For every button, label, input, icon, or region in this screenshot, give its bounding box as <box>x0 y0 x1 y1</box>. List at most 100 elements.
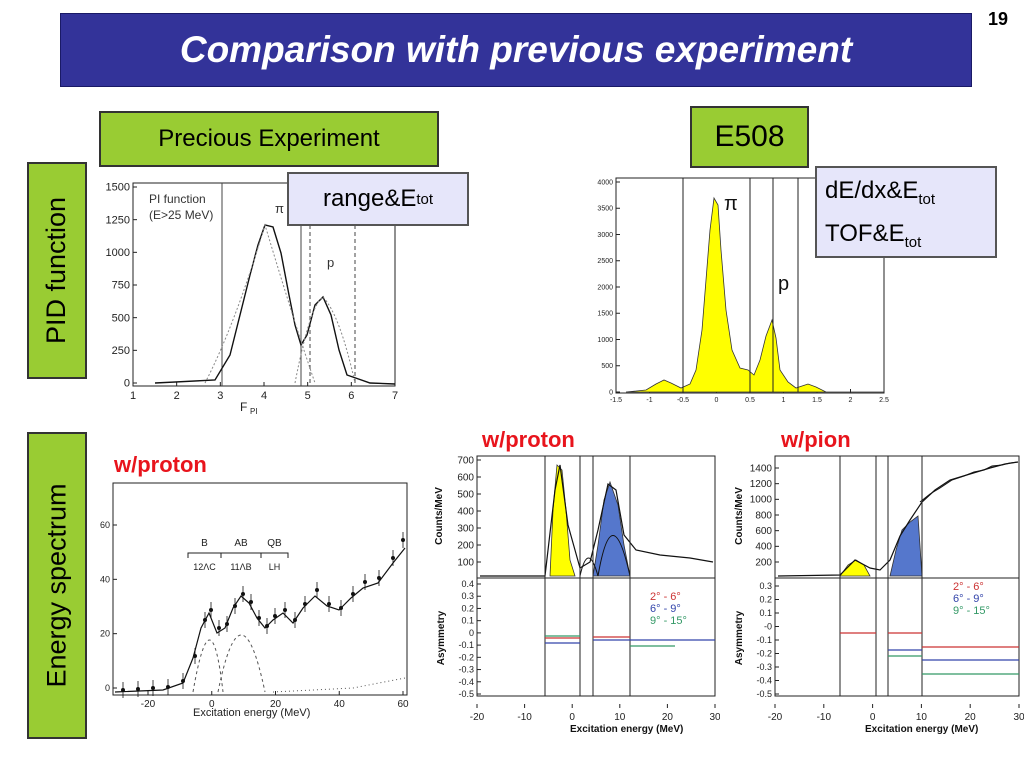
y-tick-label: -0.3 <box>756 662 772 672</box>
y-tick-label: 1250 <box>106 214 130 226</box>
slide-title: Comparison with previous experiment <box>179 29 853 70</box>
y-tick-label: 2000 <box>597 284 613 291</box>
prev-pid-legend-1: PI function <box>149 192 206 206</box>
y-tick-label: 1000 <box>750 495 773 506</box>
prev-energy-background <box>272 677 406 693</box>
region-label: B <box>201 538 208 549</box>
x-tick-label: -20 <box>768 712 783 723</box>
y-tick-label: 500 <box>112 312 130 324</box>
y-tick-label: 600 <box>755 526 772 537</box>
y-tick-label: 500 <box>457 489 474 500</box>
prev-energy-fit <box>114 547 406 693</box>
x-tick-label: 40 <box>334 699 346 710</box>
y-tick-label: 0 <box>469 628 474 638</box>
pion-legend-1: 2° - 6° <box>953 581 984 593</box>
proton-ylabel-bottom: Asymmetry <box>436 610 447 665</box>
x-tick-label: -1.5 <box>610 397 622 404</box>
x-tick-label: 30 <box>1013 712 1024 723</box>
tof-line: TOF&Etot <box>825 219 922 251</box>
y-tick-label: 400 <box>457 506 474 517</box>
y-tick-label: 20 <box>100 629 110 639</box>
dedx-line: dE/dx&Etot <box>825 177 936 208</box>
y-tick-label: 0.2 <box>461 603 474 613</box>
y-tick-label: 400 <box>755 542 772 553</box>
y-tick-label: 0 <box>609 389 613 396</box>
y-tick-label: 600 <box>457 472 474 483</box>
energy-spectrum-label: Energy spectrum <box>27 432 87 739</box>
y-tick-label: -0.2 <box>458 652 474 662</box>
pion-asym-frame <box>774 577 1020 697</box>
title-bar: Comparison with previous experiment <box>60 13 972 87</box>
prev-energy-peak-2 <box>217 634 266 693</box>
y-tick-label: 60 <box>100 520 110 530</box>
prev-energy-frame <box>112 482 408 696</box>
x-tick-label: 10 <box>916 712 928 723</box>
x-tick-label: 7 <box>392 390 398 402</box>
prev-energy-regions: B 12ΛC AB 11ΛB QB LH <box>187 538 289 572</box>
y-tick-label: -0.4 <box>458 677 474 687</box>
e508-pid-pi-label: π <box>724 193 738 215</box>
region-label: QB <box>267 538 282 549</box>
y-tick-label: 200 <box>457 540 474 551</box>
y-tick-label: 1500 <box>106 182 130 194</box>
y-tick-label: -0.5 <box>458 689 474 699</box>
x-tick-label: -0.5 <box>677 397 689 404</box>
w-proton-mid-label: w/proton <box>482 427 575 452</box>
prev-energy-plot: 0 20 40 60 -20 0 20 40 60 B 12ΛC AB 11ΛB QB LH Excit… <box>100 482 409 719</box>
y-tick-label: 4000 <box>597 179 613 186</box>
x-tick-label: 5 <box>305 390 311 402</box>
y-tick-label: 250 <box>112 345 130 357</box>
y-tick-label: 1000 <box>597 337 613 344</box>
y-tick-label: 0.2 <box>759 595 772 605</box>
y-tick-label: 700 <box>457 455 474 466</box>
y-tick-label: 0 <box>105 683 110 693</box>
e508-pid-histogram <box>625 196 884 393</box>
y-tick-label: 0.1 <box>759 608 772 618</box>
e508-pid-p-label: p <box>778 273 789 295</box>
x-tick-label: -1 <box>646 397 652 404</box>
prev-pid-pi-fit <box>204 223 316 384</box>
pion-xlabel: Excitation energy (MeV) <box>865 724 978 735</box>
x-tick-label: -10 <box>517 712 532 723</box>
x-tick-label: 20 <box>270 699 282 710</box>
x-tick-label: 1 <box>130 390 136 402</box>
x-tick-label: 0 <box>569 712 575 723</box>
proton-fit <box>480 464 714 577</box>
x-tick-label: 20 <box>662 712 674 723</box>
prev-pid-yticks: 0 250 500 750 1000 1250 1500 <box>106 182 137 390</box>
x-tick-label: 20 <box>965 712 977 723</box>
prev-energy-xticks: -20 0 20 40 60 <box>141 691 409 710</box>
pion-legend-3: 9° - 15° <box>953 605 990 617</box>
y-tick-label: -0.4 <box>756 676 772 686</box>
y-tick-label: 500 <box>601 363 613 370</box>
e508-label: E508 <box>690 106 809 168</box>
e508-pid-yticks: 0 500 1000 1500 2000 2500 3000 3500 4000 <box>597 179 620 396</box>
x-tick-label: -20 <box>470 712 485 723</box>
prev-energy-peak-1 <box>192 639 224 693</box>
x-tick-label: -20 <box>141 699 156 710</box>
region-bracket <box>260 552 289 558</box>
proton-xticks: -20 -10 0 10 20 30 <box>470 704 720 723</box>
proton-xlabel: Excitation energy (MeV) <box>570 724 683 735</box>
x-tick-label: 30 <box>709 712 720 723</box>
proton-ylabel-top: Counts/MeV <box>434 487 445 545</box>
prev-pid-xticks: 1 2 3 4 5 6 7 <box>130 382 398 402</box>
pion-histogram <box>919 461 1019 503</box>
y-tick-label: 0.3 <box>461 591 474 601</box>
prev-pid-xlabel-sub: PI <box>250 407 258 415</box>
range-etot-note: range&E tot <box>287 172 469 226</box>
y-tick-label: 0.3 <box>759 581 772 591</box>
prev-pid-xlabel: F <box>240 400 247 414</box>
y-tick-label: 750 <box>112 280 130 292</box>
w-proton-left-label: w/proton <box>114 452 207 477</box>
prev-pid-legend-2: (E>25 MeV) <box>149 208 213 222</box>
x-tick-label: 1 <box>782 397 786 404</box>
pion-ylabel-bottom: Asymmetry <box>734 610 745 665</box>
y-tick-label: -0.5 <box>756 689 772 699</box>
pion-legend-2: 6° - 9° <box>953 593 984 605</box>
y-tick-label: 100 <box>457 557 474 568</box>
proton-legend-1: 2° - 6° <box>650 591 681 603</box>
y-tick-label: -0.1 <box>458 640 474 650</box>
x-tick-label: 0 <box>870 712 876 723</box>
